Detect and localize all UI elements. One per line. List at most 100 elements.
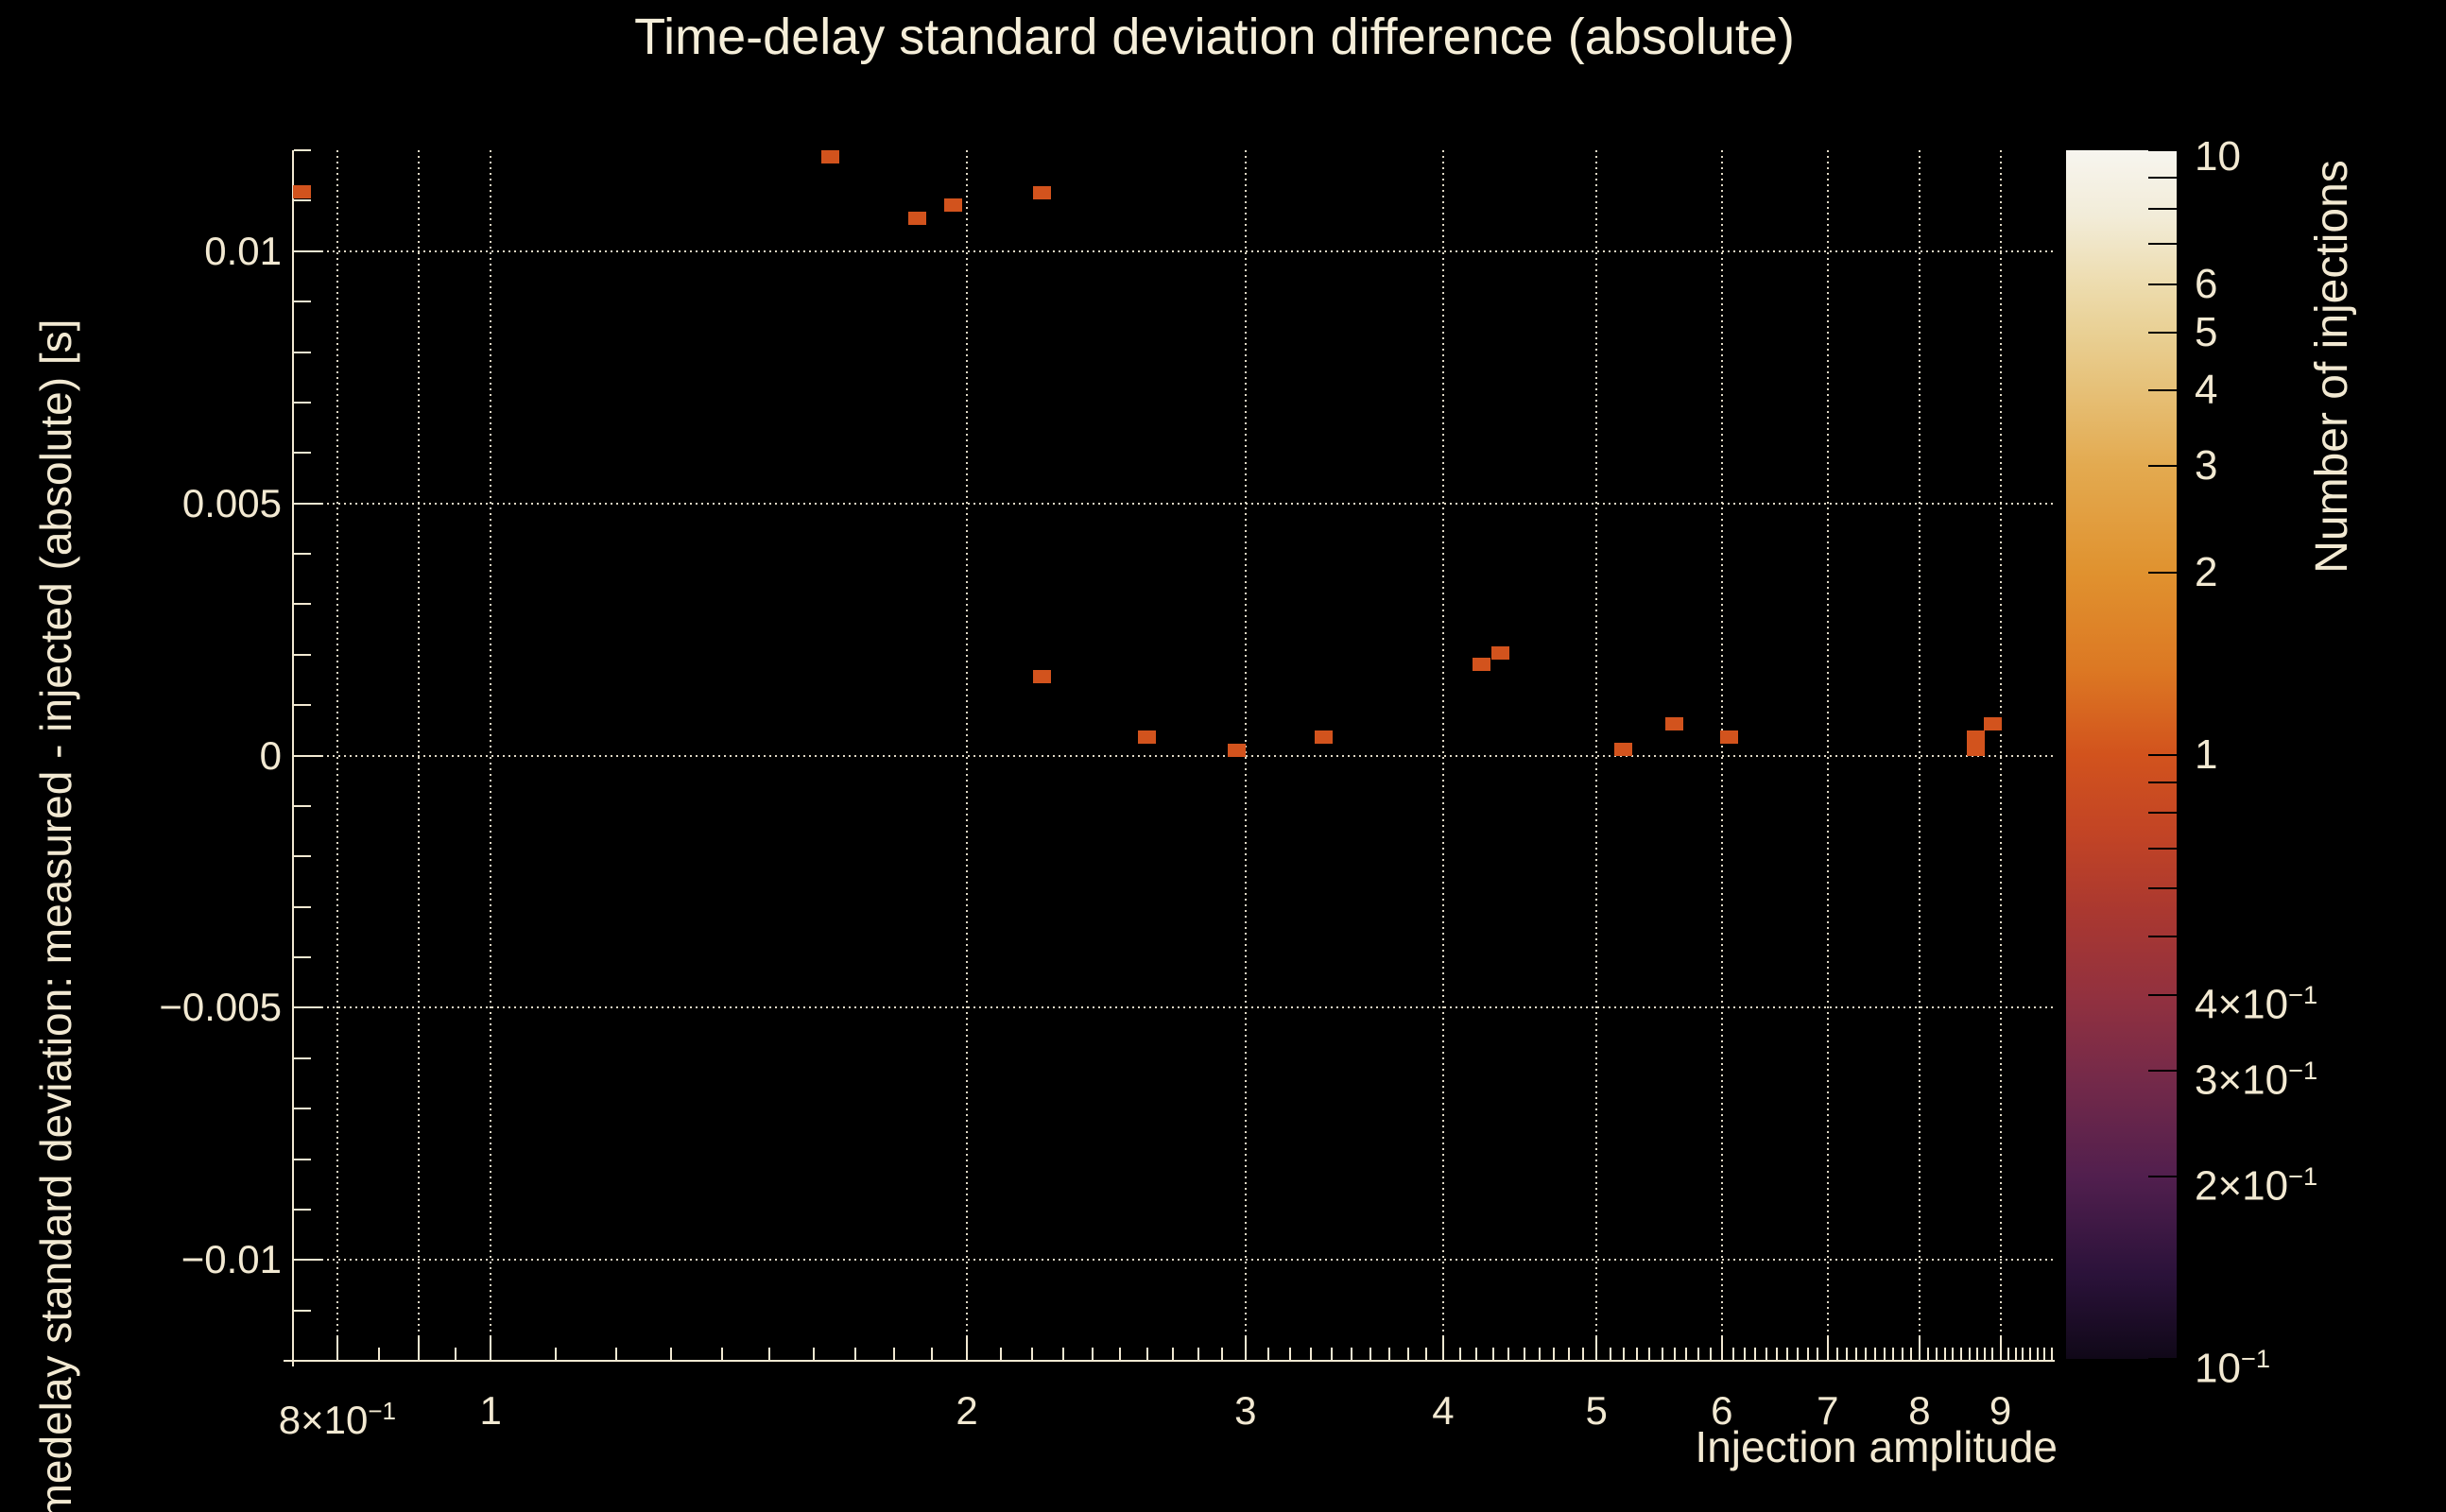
- x-minor-tick: [1952, 1348, 1955, 1361]
- y-minor-tick: [294, 301, 311, 303]
- y-minor-tick: [294, 704, 311, 707]
- x-minor-tick: [1538, 1348, 1541, 1361]
- colorbar-tick: [2148, 177, 2177, 180]
- x-tick-label: 6: [1711, 1388, 1733, 1433]
- x-minor-tick: [767, 1348, 770, 1361]
- x-minor-tick: [1031, 1348, 1034, 1361]
- data-bin: [1966, 730, 1985, 744]
- x-minor-tick: [2043, 1348, 2046, 1361]
- y-major-tick: [294, 754, 322, 757]
- colorbar-tick-label: 4×10−1: [2195, 979, 2318, 1028]
- y-axis-title: Timedelay standard deviation: measured -…: [31, 318, 80, 1512]
- y-minor-tick: [294, 603, 311, 606]
- y-minor-tick: [294, 199, 311, 202]
- y-minor-tick: [294, 401, 311, 404]
- x-minor-tick: [1424, 1348, 1427, 1361]
- x-minor-tick: [1491, 1348, 1494, 1361]
- x-minor-tick: [1197, 1348, 1199, 1361]
- colorbar-tick-label: 10: [2195, 133, 2241, 180]
- x-minor-tick: [1310, 1348, 1313, 1361]
- x-minor-tick: [812, 1348, 815, 1361]
- superscript: −1: [2240, 1344, 2271, 1373]
- y-minor-tick: [294, 1158, 311, 1160]
- data-bin: [293, 184, 312, 198]
- x-minor-tick: [1648, 1348, 1651, 1361]
- x-minor-tick: [1892, 1348, 1895, 1361]
- colorbar-tick: [2148, 847, 2177, 850]
- x-minor-tick: [1874, 1348, 1876, 1361]
- x-minor-tick: [1943, 1348, 1946, 1361]
- x-minor-tick: [1622, 1348, 1625, 1361]
- x-minor-tick: [1145, 1348, 1148, 1361]
- x-tick-label: 3: [1234, 1388, 1257, 1433]
- x-minor-tick: [555, 1348, 558, 1361]
- colorbar-tick: [2148, 1176, 2177, 1178]
- x-minor-tick: [1221, 1348, 1224, 1361]
- x-minor-tick: [1581, 1348, 1584, 1361]
- x-minor-tick: [893, 1348, 896, 1361]
- x-minor-tick: [1475, 1348, 1478, 1361]
- x-minor-tick: [1458, 1348, 1461, 1361]
- y-minor-tick: [294, 653, 311, 656]
- x-minor-tick: [720, 1348, 723, 1361]
- colorbar-tick: [2148, 1069, 2177, 1072]
- x-major-tick: [1826, 1336, 1829, 1361]
- y-minor-tick: [294, 956, 311, 958]
- y-tick-label: −0.005: [159, 985, 282, 1030]
- x-minor-tick: [377, 1348, 380, 1361]
- x-minor-tick: [2036, 1348, 2039, 1361]
- x-minor-tick: [1975, 1348, 1978, 1361]
- x-minor-tick: [1635, 1348, 1638, 1361]
- colorbar-tick: [2148, 936, 2177, 937]
- colorbar-tick: [2148, 465, 2177, 468]
- x-major-tick: [1595, 1336, 1598, 1361]
- data-bin: [1138, 730, 1157, 745]
- colorbar-tick-label: 4: [2195, 367, 2218, 414]
- y-major-tick: [294, 1006, 322, 1009]
- colorbar-tick: [2148, 781, 2177, 783]
- x-minor-tick: [1836, 1348, 1839, 1361]
- x-major-tick: [336, 1336, 338, 1361]
- x-major-tick: [1918, 1336, 1921, 1361]
- colorbar-tick-label: 6: [2195, 260, 2218, 307]
- x-minor-tick: [1765, 1348, 1767, 1361]
- y-tick-label: −0.01: [181, 1237, 282, 1282]
- data-bin: [943, 198, 962, 212]
- data-bin: [1032, 185, 1051, 199]
- x-minor-tick: [1350, 1348, 1352, 1361]
- x-minor-tick: [1685, 1348, 1688, 1361]
- data-bin: [1227, 743, 1246, 757]
- colorbar-tick-label: 10−1: [2195, 1344, 2271, 1392]
- y-minor-tick: [294, 452, 311, 455]
- x-minor-tick: [1709, 1348, 1712, 1361]
- x-tick-label: 7: [1817, 1388, 1839, 1433]
- x-minor-tick: [999, 1348, 1002, 1361]
- colorbar-tick: [2148, 149, 2177, 151]
- y-minor-tick: [294, 804, 311, 807]
- x-minor-tick: [1172, 1348, 1175, 1361]
- y-tick-label: 0: [259, 732, 282, 778]
- x-minor-tick: [1388, 1348, 1391, 1361]
- y-gridline: [293, 754, 2055, 757]
- x-minor-tick: [1406, 1348, 1409, 1361]
- colorbar-tick: [2148, 283, 2177, 285]
- data-bin: [1314, 730, 1333, 744]
- x-minor-tick: [1846, 1348, 1849, 1361]
- colorbar-tick: [2148, 753, 2177, 756]
- x-tick-label: 9: [1989, 1388, 2012, 1433]
- x-minor-tick: [1061, 1348, 1064, 1361]
- x-minor-tick: [1553, 1348, 1556, 1361]
- x-tick-label: 5: [1585, 1388, 1608, 1433]
- x-minor-tick: [2029, 1348, 2032, 1361]
- superscript: −1: [368, 1397, 397, 1425]
- x-major-tick: [1999, 1336, 2002, 1361]
- colorbar-tick-label: 5: [2195, 308, 2218, 355]
- x-minor-tick: [2014, 1348, 2017, 1361]
- x-minor-tick: [669, 1348, 672, 1361]
- x-major-tick: [1244, 1336, 1247, 1361]
- y-minor-tick: [294, 855, 311, 858]
- x-minor-tick: [1661, 1348, 1663, 1361]
- x-minor-tick: [1855, 1348, 1858, 1361]
- x-minor-tick: [454, 1348, 456, 1361]
